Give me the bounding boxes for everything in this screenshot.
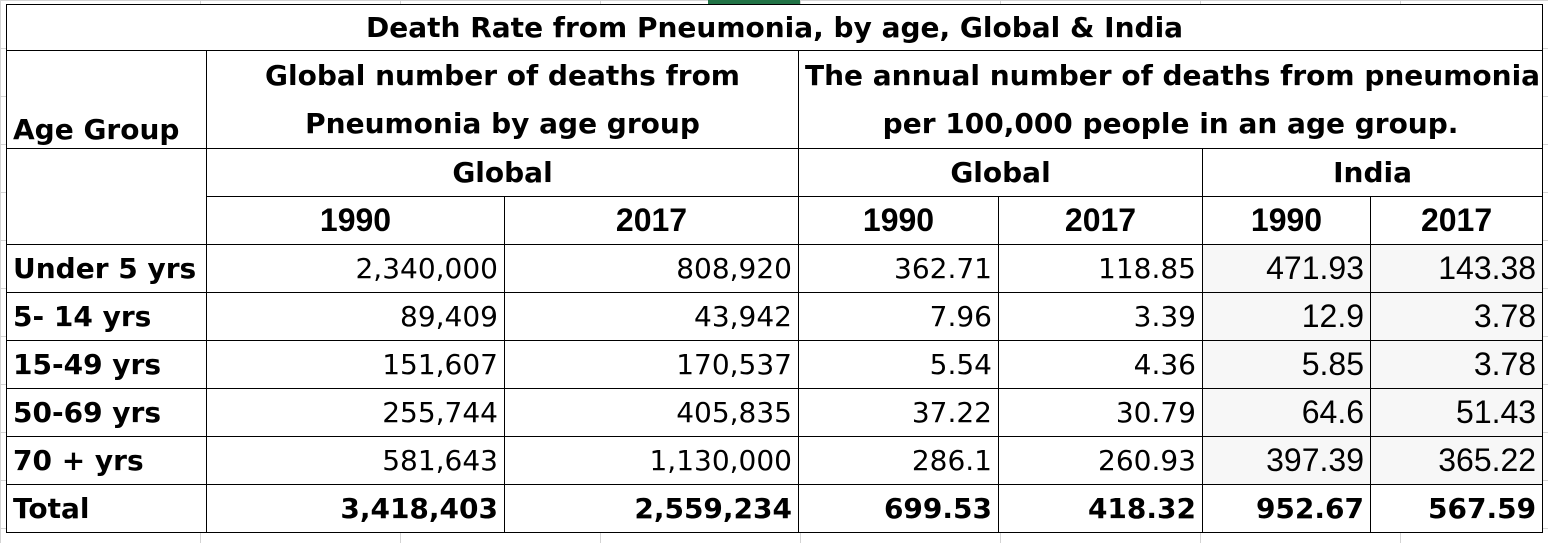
global-rate-2017-cell[interactable]: 30.79	[998, 388, 1203, 437]
empty-cell[interactable]	[6, 148, 207, 245]
total-row: Total 3,418,403 2,559,234 699.53 418.32 …	[6, 484, 1544, 533]
global-rate-1990-cell[interactable]: 286.1	[798, 436, 999, 485]
global-rate-2017-cell[interactable]: 260.93	[998, 436, 1203, 485]
india-rate-2017-cell[interactable]: 51.43	[1369, 388, 1544, 437]
global-rate-2017-cell[interactable]: 3.39	[998, 292, 1203, 341]
global-deaths-1990-cell[interactable]: 151,607	[206, 340, 505, 389]
region-global-deaths[interactable]: Global	[206, 148, 799, 197]
row-label[interactable]: 50-69 yrs	[6, 388, 207, 437]
year-header[interactable]: 2017	[504, 196, 799, 245]
global-deaths-1990-cell[interactable]: 2,340,000	[206, 244, 505, 293]
india-rate-1990-cell[interactable]: 397.39	[1202, 436, 1371, 485]
global-deaths-header-line2: Pneumonia by age group	[305, 106, 700, 140]
table-row: 5- 14 yrs 89,409 43,942 7.96 3.39 12.9 3…	[6, 292, 1544, 341]
global-deaths-header-line1: Global number of deaths from	[265, 58, 740, 92]
india-rate-2017-cell[interactable]: 3.78	[1369, 340, 1544, 389]
death-rate-header[interactable]: The annual number of deaths from pneumon…	[797, 50, 1544, 149]
global-deaths-1990-cell[interactable]: 89,409	[206, 292, 505, 341]
table-row: 15-49 yrs 151,607 170,537 5.54 4.36 5.85…	[6, 340, 1544, 389]
global-deaths-2017-cell[interactable]: 1,130,000	[504, 436, 799, 485]
global-deaths-2017-cell[interactable]: 808,920	[504, 244, 799, 293]
global-rate-2017-cell[interactable]: 4.36	[998, 340, 1203, 389]
global-rate-1990-cell[interactable]: 37.22	[798, 388, 999, 437]
total-india-rate-1990[interactable]: 952.67	[1202, 484, 1371, 533]
total-global-deaths-1990[interactable]: 3,418,403	[206, 484, 505, 533]
india-rate-2017-cell[interactable]: 143.38	[1369, 244, 1544, 293]
global-rate-2017-cell[interactable]: 118.85	[998, 244, 1203, 293]
region-india-rate[interactable]: India	[1201, 148, 1544, 197]
row-label[interactable]: 5- 14 yrs	[6, 292, 207, 341]
year-header[interactable]: 1990	[798, 196, 999, 245]
region-global-rate[interactable]: Global	[798, 148, 1203, 197]
global-deaths-1990-cell[interactable]: 581,643	[206, 436, 505, 485]
table-title[interactable]: Death Rate from Pneumonia, by age, Globa…	[5, 4, 1544, 51]
india-rate-1990-cell[interactable]: 64.6	[1202, 388, 1371, 437]
year-header[interactable]: 1990	[206, 196, 505, 245]
total-global-rate-1990[interactable]: 699.53	[798, 484, 999, 533]
year-header[interactable]: 2017	[998, 196, 1203, 245]
pneumonia-death-table: Death Rate from Pneumonia, by age, Globa…	[5, 4, 1544, 533]
row-label[interactable]: 70 + yrs	[6, 436, 207, 485]
india-rate-1990-cell[interactable]: 5.85	[1202, 340, 1371, 389]
global-rate-1990-cell[interactable]: 5.54	[798, 340, 999, 389]
year-header[interactable]: 2017	[1369, 196, 1544, 245]
table-row: 70 + yrs 581,643 1,130,000 286.1 260.93 …	[6, 436, 1544, 485]
year-header[interactable]: 1990	[1202, 196, 1371, 245]
death-rate-header-line2: per 100,000 people in an age group.	[882, 106, 1459, 140]
india-rate-1990-cell[interactable]: 471.93	[1202, 244, 1371, 293]
column-selection-marker	[708, 0, 800, 4]
row-label[interactable]: Under 5 yrs	[6, 244, 207, 293]
global-deaths-1990-cell[interactable]: 255,744	[206, 388, 505, 437]
total-india-rate-2017[interactable]: 567.59	[1369, 484, 1544, 533]
india-rate-2017-cell[interactable]: 3.78	[1369, 292, 1544, 341]
death-rate-header-line1: The annual number of deaths from pneumon…	[805, 58, 1541, 92]
table-row: 50-69 yrs 255,744 405,835 37.22 30.79 64…	[6, 388, 1544, 437]
global-deaths-2017-cell[interactable]: 405,835	[504, 388, 799, 437]
global-rate-1990-cell[interactable]: 7.96	[798, 292, 999, 341]
table-row: Under 5 yrs 2,340,000 808,920 362.71 118…	[6, 244, 1544, 293]
india-rate-1990-cell[interactable]: 12.9	[1202, 292, 1371, 341]
total-label[interactable]: Total	[6, 484, 207, 533]
global-deaths-header[interactable]: Global number of deaths from Pneumonia b…	[206, 50, 799, 149]
total-global-deaths-2017[interactable]: 2,559,234	[504, 484, 799, 533]
global-deaths-2017-cell[interactable]: 43,942	[504, 292, 799, 341]
age-group-header[interactable]: Age Group	[6, 50, 207, 149]
india-rate-2017-cell[interactable]: 365.22	[1369, 436, 1544, 485]
global-deaths-2017-cell[interactable]: 170,537	[504, 340, 799, 389]
row-label[interactable]: 15-49 yrs	[6, 340, 207, 389]
total-global-rate-2017[interactable]: 418.32	[998, 484, 1203, 533]
global-rate-1990-cell[interactable]: 362.71	[798, 244, 999, 293]
